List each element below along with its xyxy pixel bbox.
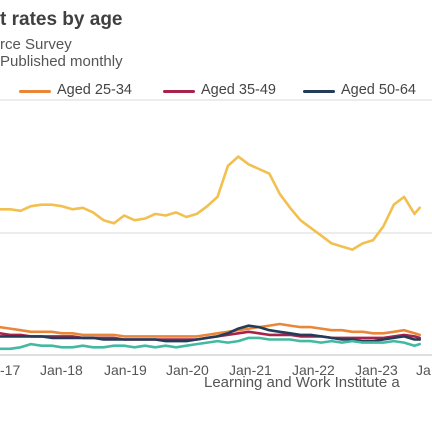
legend-swatch-35-49 [163, 90, 195, 93]
series-line-overall [0, 155, 422, 251]
x-tick-label: Jan-19 [104, 362, 147, 378]
legend-swatch-25-34 [19, 90, 51, 93]
x-tick-label: Jan-23 [355, 362, 398, 378]
x-tick-label: Ja [416, 362, 431, 378]
x-tick-label: Jan-20 [166, 362, 209, 378]
series-line-50-64 [0, 324, 422, 343]
legend-label-25-34: Aged 25-34 [57, 82, 132, 98]
series-line-25-34 [0, 322, 422, 338]
legend-swatch-50-64 [303, 90, 335, 93]
x-tick-label: -17 [0, 362, 20, 378]
x-tick-label: Jan-18 [40, 362, 83, 378]
x-tick-label: Jan-22 [292, 362, 335, 378]
source-note: Learning and Work Institute a [204, 374, 400, 391]
series-line-teal [0, 336, 422, 351]
chart-title: t rates by age [0, 9, 123, 30]
chart-subtitle-frequency: Published monthly [0, 53, 123, 70]
x-tick-label: Jan-21 [229, 362, 272, 378]
chart-subtitle: rce Survey [0, 36, 72, 53]
legend-label-35-49: Aged 35-49 [201, 82, 276, 98]
legend-label-50-64: Aged 50-64 [341, 82, 416, 98]
